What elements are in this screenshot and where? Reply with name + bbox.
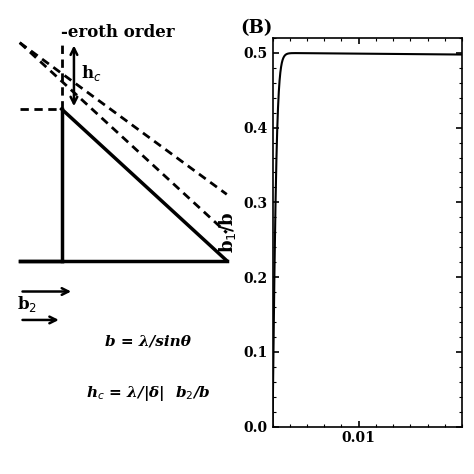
- Text: b$_2$: b$_2$: [17, 294, 37, 314]
- Text: h$_c$: h$_c$: [82, 63, 102, 82]
- Text: b = λ/sinθ: b = λ/sinθ: [105, 334, 191, 348]
- Y-axis label: b$_1$/b: b$_1$/b: [217, 211, 238, 253]
- Text: -eroth order: -eroth order: [62, 24, 175, 41]
- Text: (B): (B): [240, 19, 272, 37]
- Text: h$_c$ = λ/|δ|  b$_2$/b: h$_c$ = λ/|δ| b$_2$/b: [86, 384, 210, 403]
